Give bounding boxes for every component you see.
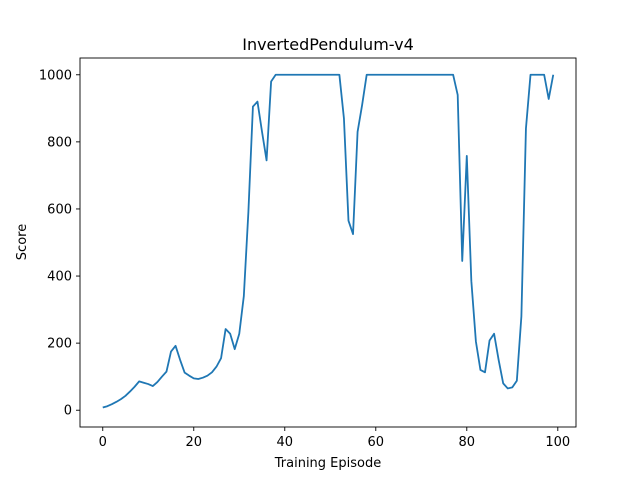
x-axis-label: Training Episode [274,456,381,471]
chart-title: InvertedPendulum-v4 [242,35,414,54]
y-axis-label: Score [15,224,30,260]
y-tick-label-600: 600 [47,202,72,217]
y-tick-label-800: 800 [47,135,72,150]
plot-frame [79,57,577,428]
x-tick-label-20: 20 [185,435,202,450]
x-tick-label-100: 100 [545,435,570,450]
x-tick-label-60: 60 [368,435,385,450]
series-line-0 [102,73,555,409]
y-tick-label-200: 200 [47,337,72,352]
x-tick-label-0: 0 [99,435,107,450]
y-tick-label-0: 0 [64,404,72,419]
x-tick-label-80: 80 [459,435,476,450]
y-tick-label-1000: 1000 [39,68,72,83]
y-tick-label-400: 400 [47,270,72,285]
x-tick-label-40: 40 [276,435,293,450]
